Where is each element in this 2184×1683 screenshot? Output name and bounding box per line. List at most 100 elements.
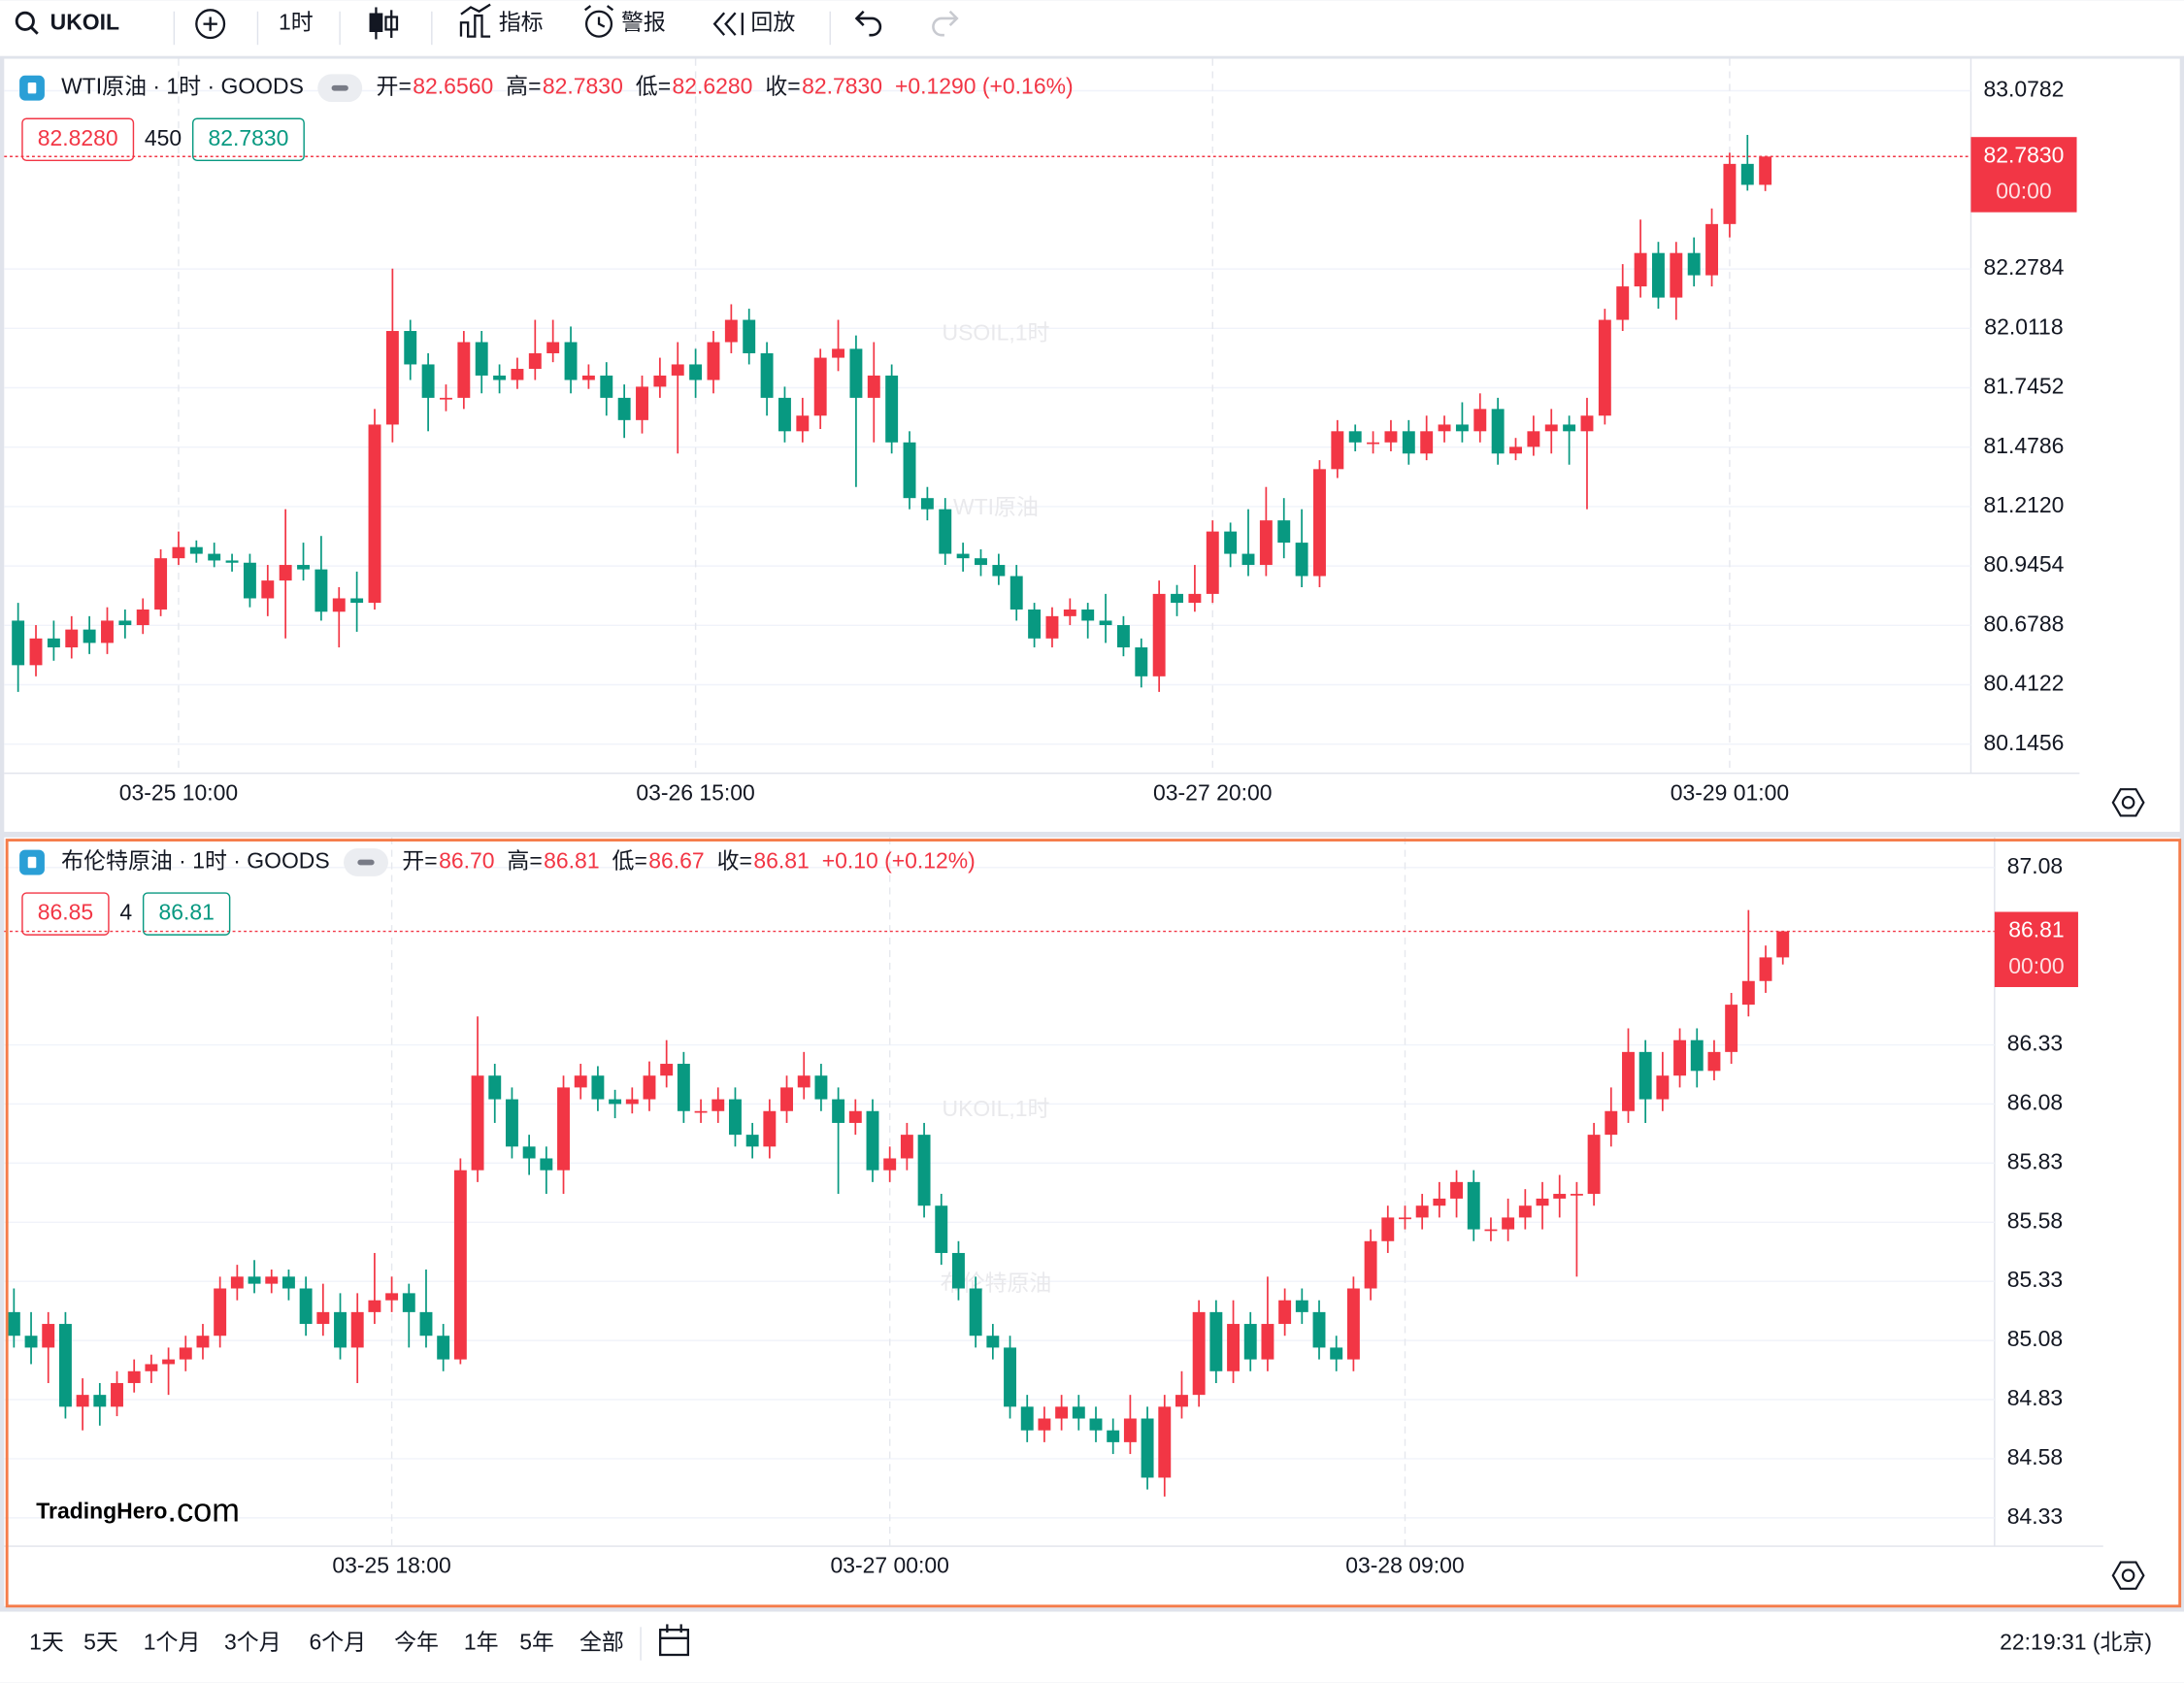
ask-price-box[interactable] bbox=[191, 117, 305, 162]
candle-body bbox=[975, 558, 987, 566]
candle-body bbox=[214, 1288, 227, 1336]
indicators-icon[interactable] bbox=[459, 3, 491, 38]
bid-price-box[interactable] bbox=[21, 892, 110, 936]
ohlc-label: 收= bbox=[765, 74, 800, 99]
range-button[interactable]: 1个月 bbox=[144, 1630, 201, 1655]
candle-body bbox=[1107, 1430, 1120, 1442]
settings-icon[interactable] bbox=[2111, 1561, 2145, 1590]
alert-icon[interactable] bbox=[583, 5, 614, 38]
range-button[interactable]: 1天 bbox=[29, 1630, 64, 1655]
top-toolbar bbox=[0, 0, 2184, 56]
candle-body bbox=[522, 1146, 536, 1159]
candle-body bbox=[849, 348, 863, 398]
ohlc-label: 开= bbox=[402, 848, 437, 874]
interval[interactable]: 1时 bbox=[279, 10, 314, 35]
candle-body bbox=[711, 1099, 725, 1111]
candle-body bbox=[1020, 1406, 1034, 1431]
y-tick-label: 83.0782 bbox=[1984, 77, 2065, 102]
candle-body bbox=[935, 1205, 948, 1253]
chart-title: WTI原油 · 1时 · GOODS bbox=[61, 74, 304, 99]
candle-body bbox=[707, 342, 720, 380]
replay[interactable]: 回放 bbox=[750, 10, 795, 35]
candle-body bbox=[154, 558, 168, 610]
candle-body bbox=[457, 342, 471, 398]
y-tick-label: 86.08 bbox=[2007, 1090, 2063, 1115]
candle-body bbox=[643, 1075, 656, 1100]
x-tick-label: 03-27 20:00 bbox=[1153, 779, 1272, 805]
y-tick-label: 87.08 bbox=[2007, 853, 2063, 878]
candle-body bbox=[867, 375, 880, 398]
candle-body bbox=[471, 1075, 484, 1171]
candle-body bbox=[1707, 1051, 1721, 1072]
candle-body bbox=[1135, 646, 1148, 676]
candle-body bbox=[440, 397, 452, 400]
spread: 4 bbox=[119, 900, 132, 925]
search-icon[interactable] bbox=[15, 11, 39, 35]
chart-style-icon[interactable] bbox=[369, 7, 399, 40]
bid-price: 82.8280 bbox=[38, 125, 118, 150]
ohlc-value: 86.70 bbox=[439, 848, 494, 874]
ohlc-value: 82.6280 bbox=[673, 74, 753, 99]
candle-body bbox=[127, 1370, 141, 1383]
candle-body bbox=[350, 598, 364, 604]
replay-icon[interactable] bbox=[712, 12, 744, 36]
redo-icon[interactable] bbox=[932, 10, 959, 37]
candle-body bbox=[760, 352, 774, 398]
symbol[interactable]: UKOIL bbox=[50, 10, 119, 35]
range-button[interactable]: 1年 bbox=[464, 1630, 499, 1655]
y-tick-label: 82.2784 bbox=[1984, 254, 2065, 280]
candle-body bbox=[689, 364, 703, 380]
indicators[interactable]: 指标 bbox=[499, 10, 544, 35]
ohlc-label: 高= bbox=[507, 848, 542, 874]
candle-body bbox=[1004, 1347, 1016, 1407]
visibility-toggle-dash bbox=[331, 84, 348, 91]
range-button[interactable]: 6个月 bbox=[310, 1630, 367, 1655]
y-tick-label: 80.9454 bbox=[1984, 551, 2065, 577]
date-range-icon[interactable] bbox=[659, 1624, 690, 1657]
candle-body bbox=[1690, 1040, 1704, 1072]
undo-icon[interactable] bbox=[854, 10, 882, 37]
x-tick-label: 03-26 15:00 bbox=[636, 779, 754, 805]
x-tick-label: 03-25 10:00 bbox=[119, 779, 238, 805]
candle-body bbox=[332, 598, 346, 612]
ask-price-box[interactable] bbox=[142, 892, 231, 936]
x-tick-label: 03-29 01:00 bbox=[1671, 779, 1789, 805]
candle-body bbox=[609, 1099, 622, 1105]
candle-body bbox=[1348, 431, 1362, 443]
candle-body bbox=[453, 1170, 467, 1360]
candle-body bbox=[1502, 1217, 1515, 1230]
x-tick-label: 03-25 18:00 bbox=[332, 1553, 450, 1578]
candle-body bbox=[1089, 1418, 1103, 1431]
countdown: 00:00 bbox=[1996, 179, 2051, 204]
candle-body bbox=[58, 1324, 72, 1407]
watermark: USOIL,1时 bbox=[943, 320, 1050, 346]
alerts[interactable]: 警报 bbox=[621, 10, 666, 35]
candle-body bbox=[1295, 543, 1308, 577]
range-button[interactable]: 5年 bbox=[519, 1630, 554, 1655]
candle-body bbox=[350, 1311, 364, 1348]
settings-icon-center bbox=[2121, 796, 2135, 809]
candle-body bbox=[617, 397, 631, 420]
candle-body bbox=[1587, 1135, 1601, 1195]
candle-body bbox=[591, 1075, 605, 1100]
candle-body bbox=[230, 1276, 244, 1289]
candle-body bbox=[1536, 1198, 1549, 1206]
bid-price-box[interactable] bbox=[21, 117, 135, 162]
candle-body bbox=[1227, 1324, 1241, 1371]
candle-body bbox=[83, 629, 96, 644]
range-button[interactable]: 今年 bbox=[394, 1630, 439, 1655]
last-price-value: 86.81 bbox=[2008, 917, 2064, 942]
candle-body bbox=[1399, 1217, 1411, 1220]
candle-body bbox=[1455, 424, 1469, 432]
add-symbol-icon[interactable] bbox=[195, 9, 226, 40]
candle-body bbox=[196, 1336, 210, 1348]
range-button[interactable]: 全部 bbox=[579, 1630, 624, 1655]
range-button[interactable]: 3个月 bbox=[224, 1630, 281, 1655]
settings-icon[interactable] bbox=[2111, 788, 2145, 817]
range-button[interactable]: 5天 bbox=[83, 1630, 118, 1655]
candle-body bbox=[1725, 1005, 1738, 1052]
ohlc-value: 86.81 bbox=[753, 848, 809, 874]
candle-body bbox=[1438, 424, 1451, 432]
candle-body bbox=[1473, 409, 1487, 432]
